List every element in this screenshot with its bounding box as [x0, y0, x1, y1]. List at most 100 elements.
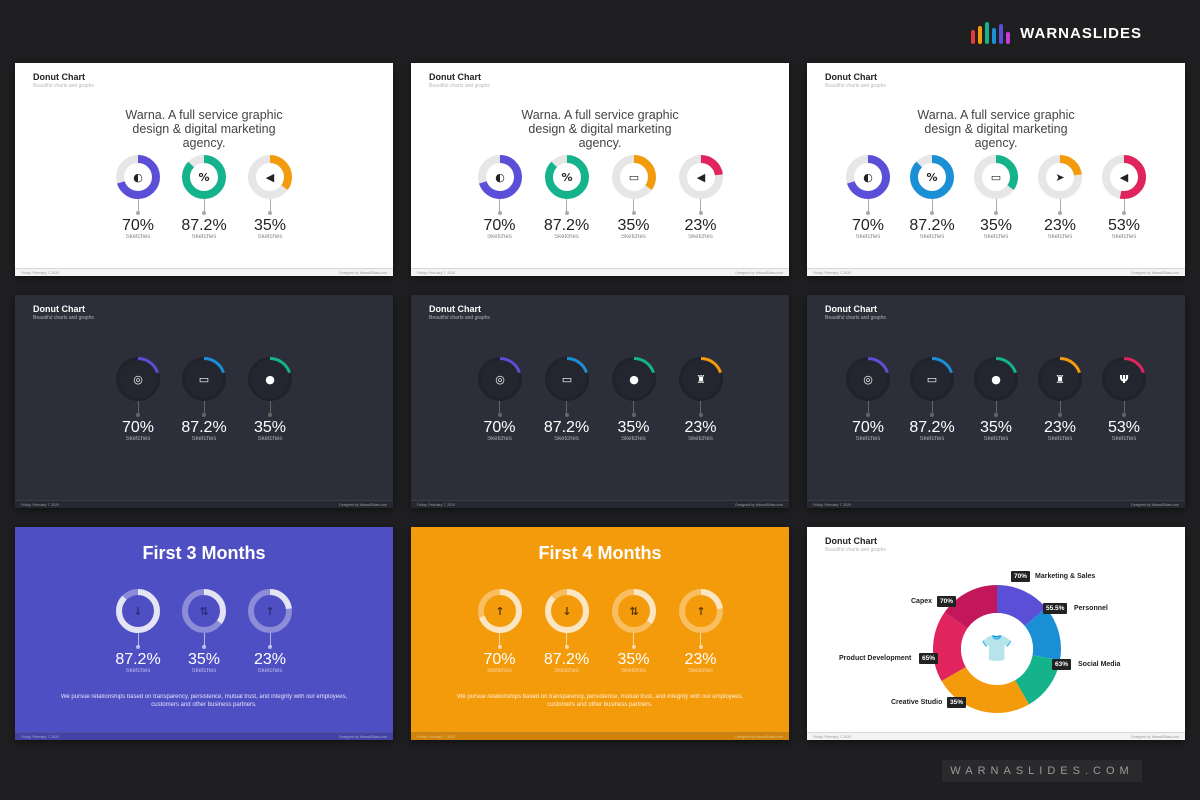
brand-name: WARNASLIDES [1020, 24, 1142, 42]
globe-icon: ◐ [863, 171, 873, 184]
slide-thumbnail[interactable]: First 3 Months ↓ 87.2% Sketches ⇅ 35% Sketches… [15, 527, 393, 740]
donut-segment [944, 585, 997, 629]
donut-arc [910, 155, 954, 199]
donut-value: 23% [684, 217, 717, 234]
donut-segment [1015, 655, 1061, 705]
donut-caption: Sketches [1111, 436, 1137, 442]
donut-caption: Sketches [688, 668, 713, 674]
donut-ring: % [182, 155, 226, 199]
donut-ring: ◐ [846, 155, 890, 199]
connector-line [866, 401, 870, 417]
donut-item: ⇅ 35% Sketches [180, 589, 228, 674]
donut-item: ● 35% Sketches [972, 357, 1020, 442]
footer-credit: Designed by WarnaSlides.com [339, 734, 387, 739]
donut-arc [248, 155, 292, 199]
donut-item: ◀ 53% Sketches [1100, 155, 1148, 240]
slide-title: Donut Chart [33, 304, 85, 314]
donut-arc [182, 357, 226, 401]
donut-arc [544, 155, 589, 199]
arrow-up-icon: ↑ [696, 605, 705, 618]
segment-label: Social Media [1078, 661, 1121, 668]
footer-date: Friday, February 7, 2020 [417, 734, 456, 739]
connector-line [136, 199, 140, 215]
donut-ring: % [544, 155, 589, 199]
donut-ring: ▭ [611, 155, 656, 199]
donut-segment [933, 612, 968, 681]
donut-ring: ⇅ [182, 589, 226, 633]
donut-item: ● 35% Sketches [246, 357, 294, 442]
connector-line [564, 401, 569, 417]
connector-line [631, 401, 636, 417]
donut-caption: Sketches [191, 668, 217, 674]
donut-arc [1102, 357, 1146, 401]
donut-ring: ↑ [248, 589, 292, 633]
donut-value: 87.2% [181, 419, 227, 436]
donut-ring: Ψ [1102, 357, 1146, 401]
slide-thumbnail[interactable]: Donut Chart Beautiful charts and graphs 👕 7… [807, 527, 1185, 740]
donut-ring: ◎ [846, 357, 890, 401]
donut-item: ▭ 87.2% Sketches [543, 357, 591, 442]
slide-thumbnail[interactable]: Donut Chart Beautiful charts and graphs Wa… [807, 63, 1185, 276]
footer-date: Friday, February 7, 2020 [21, 502, 60, 507]
donut-item: ↑ 70% Sketches [476, 589, 524, 674]
donut-item: ↓ 87.2% Sketches [543, 589, 591, 674]
donut-arc [477, 357, 522, 401]
donut-item: Ψ 53% Sketches [1100, 357, 1148, 442]
slide-thumbnail[interactable]: Donut Chart Beautiful charts and graphs Wa… [411, 63, 789, 276]
donut-caption: Sketches [983, 234, 1009, 240]
shopping-bag-icon: % [561, 171, 572, 184]
slide-footer: Friday, February 7, 2020 Designed by Warn… [411, 500, 789, 508]
slide-thumbnail[interactable]: Donut Chart Beautiful charts and graphs ◎ 7… [15, 295, 393, 508]
slide-thumbnail[interactable]: First 4 Months ↑ 70% Sketches ↓ 87.2% Sketches… [411, 527, 789, 740]
donut-caption: Sketches [554, 668, 579, 674]
connector-line [564, 633, 569, 649]
donut-caption: Sketches [125, 668, 151, 674]
donut-ring: ▭ [974, 155, 1018, 199]
donut-item: ↑ 23% Sketches [246, 589, 294, 674]
donut-item: ↓ 87.2% Sketches [114, 589, 162, 674]
donut-item: ◎ 70% Sketches [114, 357, 162, 442]
donut-arc [678, 589, 723, 633]
donut-item: % 87.2% Sketches [180, 155, 228, 240]
connector-line [202, 401, 206, 417]
donut-ring: ◎ [477, 357, 522, 401]
slide-headline: Warna. A full service graphic design & d… [125, 108, 283, 150]
monitor-icon: ▭ [199, 373, 209, 386]
donut-value: 35% [617, 419, 650, 436]
donut-ring: % [910, 155, 954, 199]
donut-caption: Sketches [257, 436, 283, 442]
donut-arc [678, 357, 723, 401]
donut-ring: ↑ [477, 589, 522, 633]
brand-logo-bar [1006, 32, 1011, 44]
brand-logo-icon [971, 22, 1011, 44]
connector-line [930, 401, 934, 417]
connector-line [497, 633, 502, 649]
donut-item: ◎ 70% Sketches [844, 357, 892, 442]
slide-description: We pursue relationships based on transpa… [456, 694, 744, 708]
donut-arc [1102, 155, 1146, 199]
slide-title: Donut Chart [825, 304, 877, 314]
slide-title: Donut Chart [33, 72, 85, 82]
connector-line [268, 199, 272, 215]
slide-description: We pursue relationships based on transpa… [60, 694, 348, 708]
slide-thumbnail[interactable]: Donut Chart Beautiful charts and graphs ◎ 7… [411, 295, 789, 508]
alien-icon: ● [265, 373, 275, 386]
donut-item: ▭ 35% Sketches [610, 155, 658, 240]
donut-value: 35% [979, 217, 1013, 234]
donut-arc [116, 589, 160, 633]
slide-footer: Friday, February 7, 2020 Designed by Warn… [807, 268, 1185, 276]
donut-caption: Sketches [688, 436, 713, 442]
slide-big-title: First 3 Months [142, 543, 266, 563]
footer-date: Friday, February 7, 2020 [813, 734, 852, 739]
mouse-icon: ◎ [133, 373, 143, 386]
segment-value-tag: 35% [947, 697, 967, 708]
arrow-down-icon: ↓ [562, 605, 571, 618]
donut-ring: ♜ [678, 357, 723, 401]
arrow-up-icon: ↑ [495, 605, 504, 618]
donut-item: ➤ 23% Sketches [1036, 155, 1084, 240]
slide-thumbnail[interactable]: Donut Chart Beautiful charts and graphs ◎ 7… [807, 295, 1185, 508]
donut-caption: Sketches [487, 668, 512, 674]
donut-item: ◐ 70% Sketches [844, 155, 892, 240]
donut-value: 87.2% [543, 651, 590, 668]
slide-thumbnail[interactable]: Donut Chart Beautiful charts and graphs Wa… [15, 63, 393, 276]
